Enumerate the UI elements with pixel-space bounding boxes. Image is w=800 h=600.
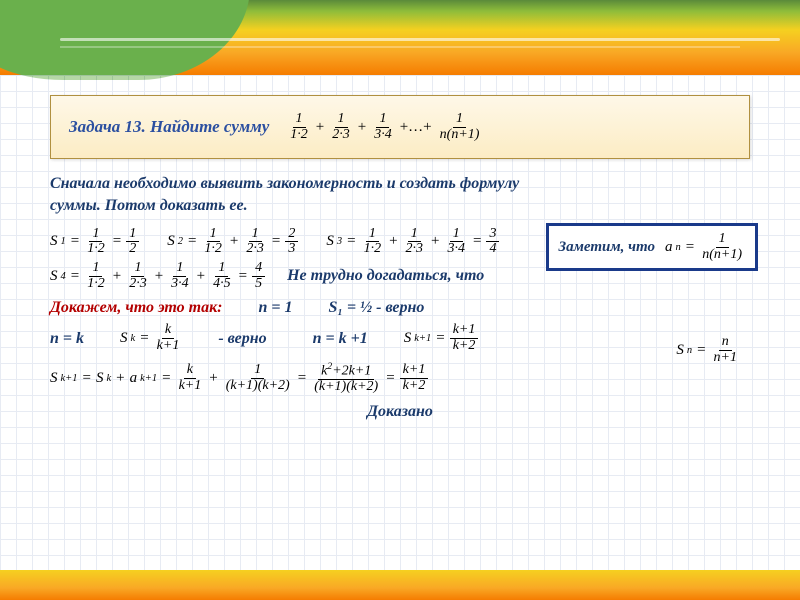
problem-series: 11·2+ 12·3+ 13·4+…+ 1n(n+1) [287,112,482,142]
base-n: n = 1 [259,299,293,317]
proof-base-line: Докажем, что это так: n = 1 S₁ = ½ - вер… [50,299,750,317]
proof-hypothesis-line: n = k Sk= kk+1 - верно n = k +1 Sk+1= k+… [50,323,750,353]
example-s1: S1= 11·2= 12 [50,227,139,257]
note-box: Заметим, что an= 1n(n+1) [546,223,759,271]
intro-text: Сначала необходимо выявить закономерност… [50,173,570,216]
base-result: S₁ = ½ - верно [329,299,425,317]
top-decor-line [60,38,780,41]
problem-title: Задача 13. Найдите сумму [69,117,269,137]
example-s2: S2= 11·2+ 12·3= 23 [167,227,298,257]
proof-chain: Sk+1= Sk+ak+1= kk+1+ 1(k+1)(k+2)= k2+2k+… [50,362,750,395]
proof-header: Докажем, что это так: [50,299,223,317]
step-n: n = k +1 [313,330,368,348]
top-decor-band [0,0,800,75]
hyp-status: - верно [218,330,266,348]
slide-content: Задача 13. Найдите сумму 11·2+ 12·3+ 13·… [0,75,800,570]
note-formula: an= 1n(n+1) [665,232,745,262]
qed: Доказано [50,403,750,421]
problem-box: Задача 13. Найдите сумму 11·2+ 12·3+ 13·… [50,95,750,159]
hyp-formula: Sk= kk+1 [120,323,182,353]
example-s3: S3= 11·2+ 12·3+ 13·4= 34 [326,227,499,257]
guess-formula: Sn= nn+1 [676,335,740,365]
qed-text: Доказано [367,403,433,420]
chain-formula: Sk+1= Sk+ak+1= kk+1+ 1(k+1)(k+2)= k2+2k+… [50,362,428,395]
hyp-n: n = k [50,330,84,348]
note-label: Заметим, что [559,238,656,256]
example-s4: S4= 11·2+ 12·3+ 13·4+ 14·5= 45 [50,261,265,291]
bottom-decor-band [0,570,800,600]
step-formula: Sk+1= k+1k+2 [404,323,479,353]
guess-text: Не трудно догадаться, что [287,267,484,285]
